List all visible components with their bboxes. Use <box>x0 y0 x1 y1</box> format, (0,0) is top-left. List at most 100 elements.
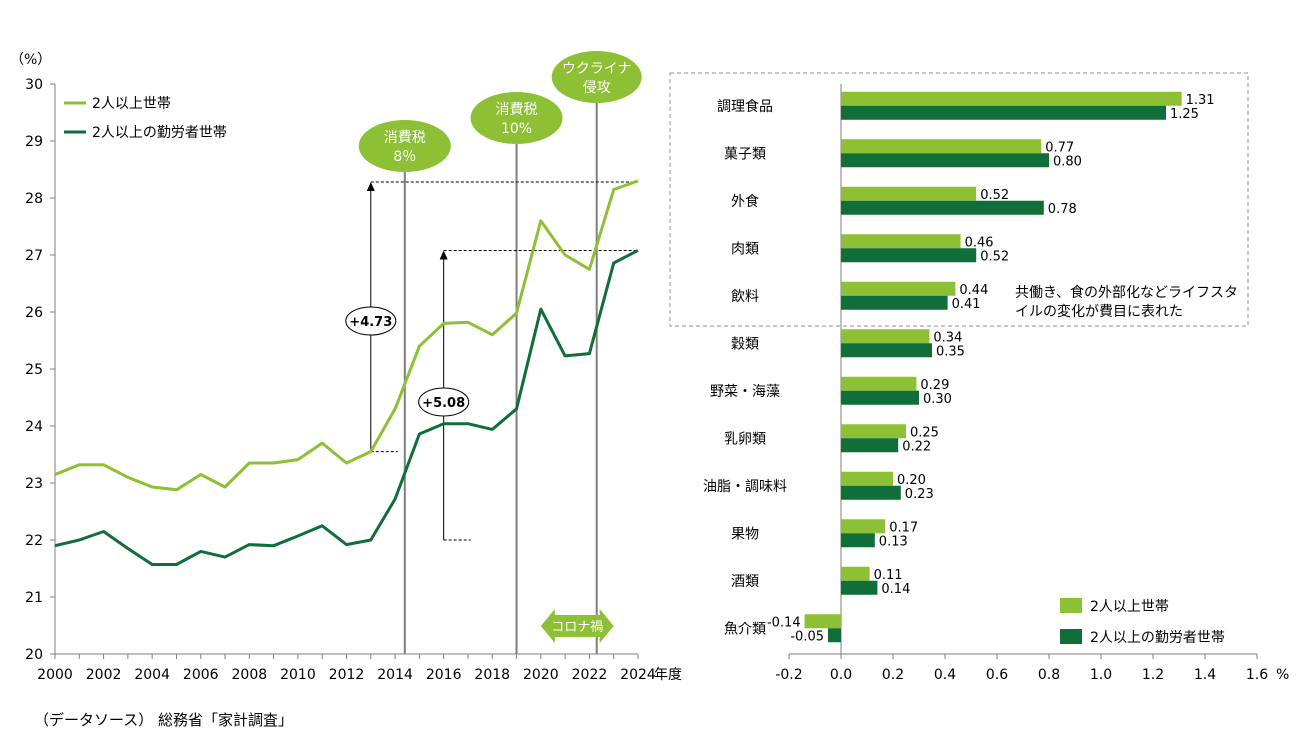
bar <box>804 614 841 629</box>
bar-category-label: 飲料 <box>731 289 759 305</box>
x-tick-label: 2024 <box>620 667 656 683</box>
x-tick-label: 2010 <box>280 667 316 683</box>
bar <box>841 424 906 439</box>
bar <box>841 329 930 344</box>
bar-x-tick-label: -0.2 <box>775 667 802 683</box>
bar <box>841 200 1044 215</box>
bar-value-label: 0.22 <box>902 439 931 454</box>
bar-value-label: 0.13 <box>879 534 908 549</box>
x-tick-label: 2012 <box>329 667 365 683</box>
x-tick-label: 2020 <box>523 667 559 683</box>
bar-category-label: 魚介類 <box>724 621 766 637</box>
event-label: 消費税 <box>384 130 426 146</box>
bar-value-label: 0.41 <box>952 297 981 312</box>
y-tick-label: 28 <box>25 191 43 207</box>
x-tick-label: 2008 <box>232 667 268 683</box>
x-tick-label: 2002 <box>86 667 122 683</box>
event-bubble <box>470 92 563 144</box>
bar-value-label: 0.46 <box>965 235 994 250</box>
y-axis-unit-label: （%） <box>10 52 51 68</box>
bar-value-label: 0.52 <box>980 249 1009 264</box>
annotation-arrow-head <box>366 182 375 192</box>
bar-value-label: 0.44 <box>959 283 988 298</box>
bar <box>828 628 841 643</box>
bar-x-tick-label: 0.0 <box>830 667 852 683</box>
x-tick-label: 2014 <box>377 667 413 683</box>
bar-value-label: 0.35 <box>936 344 965 359</box>
annotation-bubble <box>418 387 470 417</box>
series-line <box>54 179 639 492</box>
bar-x-tick-label: 0.6 <box>986 667 1008 683</box>
bar <box>841 376 917 391</box>
bar-category-label: 果物 <box>731 526 759 542</box>
bar-value-label: -0.14 <box>767 615 801 630</box>
bar <box>841 343 932 358</box>
covid-label: コロナ禍 <box>551 619 603 635</box>
y-tick-label: 20 <box>25 647 43 663</box>
bar <box>841 105 1166 120</box>
y-tick-label: 24 <box>25 419 43 435</box>
x-axis-unit-label: 年度 <box>654 667 682 683</box>
bar-category-label: 菓子類 <box>724 146 766 162</box>
annotation-label: +4.73 <box>349 315 392 330</box>
bar-category-label: 油脂・調味料 <box>703 479 787 495</box>
bar-value-label: 0.30 <box>923 392 952 407</box>
y-tick-label: 21 <box>25 590 43 606</box>
bar <box>841 519 886 534</box>
highlight-note-text: イルの変化が費目に表れた <box>1015 303 1183 320</box>
event-bubble <box>551 51 642 103</box>
bar-value-label: 0.23 <box>905 487 934 502</box>
highlight-note-bg <box>1010 278 1246 322</box>
bar-value-label: 0.20 <box>897 473 926 488</box>
bar-value-label: 1.25 <box>1170 107 1199 122</box>
y-tick-label: 23 <box>25 476 43 492</box>
annotation-arrow-head <box>439 250 448 260</box>
bar-x-tick-label: 1.2 <box>1142 667 1164 683</box>
bar-x-tick-label: 1.0 <box>1090 667 1112 683</box>
bar-value-label: 0.52 <box>980 188 1009 203</box>
bar-value-label: 0.78 <box>1048 202 1077 217</box>
event-label: ウクライナ <box>562 61 632 77</box>
bar-x-unit-label: % <box>1276 667 1289 683</box>
y-tick-label: 22 <box>25 533 43 549</box>
bar-value-label: 0.80 <box>1053 154 1082 169</box>
y-tick-label: 30 <box>25 77 43 93</box>
bar <box>841 390 919 405</box>
bar-x-tick-label: 1.4 <box>1194 667 1216 683</box>
bar-x-tick-label: 0.8 <box>1038 667 1060 683</box>
bar-value-label: 0.17 <box>889 520 918 535</box>
bar <box>841 438 899 453</box>
bar-legend-label: 2人以上世帯 <box>1090 599 1169 615</box>
bar <box>841 295 948 310</box>
bar-value-label: 0.29 <box>920 378 949 393</box>
bar-value-label: 0.11 <box>874 568 903 583</box>
bar <box>841 186 977 201</box>
highlight-box <box>669 72 1249 327</box>
bar-legend-swatch <box>1060 629 1082 644</box>
event-label: 8％ <box>393 149 416 165</box>
covid-period-arrow <box>540 609 614 643</box>
series-line <box>54 249 639 566</box>
y-tick-label: 26 <box>25 305 43 321</box>
y-tick-label: 29 <box>25 134 43 150</box>
x-tick-label: 2016 <box>426 667 462 683</box>
x-tick-label: 2000 <box>37 667 73 683</box>
x-tick-label: 2004 <box>134 667 170 683</box>
bar <box>841 139 1042 154</box>
bar <box>841 485 901 500</box>
annotation-bubble <box>345 306 397 336</box>
bar-value-label: 0.77 <box>1045 140 1074 155</box>
event-label: 10% <box>501 121 532 137</box>
bar-legend-label: 2人以上の勤労者世帯 <box>1090 630 1225 646</box>
event-bubble <box>358 120 451 172</box>
bar-category-label: 外食 <box>731 193 759 210</box>
bar <box>841 153 1049 168</box>
bar <box>841 248 977 263</box>
bar-value-label: 1.31 <box>1186 93 1215 108</box>
bar-category-label: 肉類 <box>731 241 759 257</box>
legend-label: 2人以上世帯 <box>92 96 171 112</box>
line-chart: 20 21 22 23 24 25 26 27 28 29 30 2000 2002 2004 2006 20… <box>10 51 682 683</box>
x-tick-label: 2006 <box>183 667 219 683</box>
bar-category-label: 乳卵類 <box>724 431 766 447</box>
